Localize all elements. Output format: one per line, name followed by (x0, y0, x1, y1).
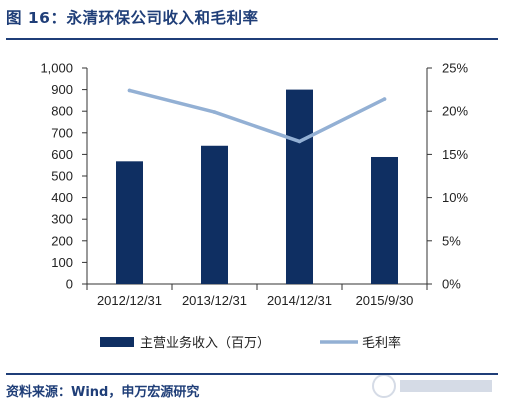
figure-title: 图 16：永清环保公司收入和毛利率 (6, 9, 259, 27)
y-left-tick-label: 400 (51, 190, 73, 205)
chart: 0 100 200 300 400 500 600 700 800 900 1,000 0% 5% 10%… (40, 61, 468, 352)
y-left-tick-label: 900 (51, 82, 73, 97)
y-left-tick-label: 1,000 (40, 61, 73, 76)
y-left-tick-label: 0 (66, 277, 73, 292)
y-right-tick-label: 25% (442, 61, 468, 76)
chart-legend: 主营业务收入（百万） 毛利率 (100, 335, 401, 351)
legend-label-bar: 主营业务收入（百万） (140, 335, 270, 351)
y-right-tick-label: 5% (442, 233, 461, 248)
y-left-tick-label: 300 (51, 212, 73, 227)
y-left-tick-label: 100 (51, 255, 73, 270)
y-left-tick-label: 700 (51, 125, 73, 140)
title-rule (6, 38, 498, 40)
x-tick-label: 2013/12/31 (182, 293, 247, 308)
bar (371, 156, 398, 284)
y-left-tick-label: 200 (51, 233, 73, 248)
bar (286, 89, 313, 284)
watermark-logo (370, 372, 500, 400)
series-line (127, 88, 387, 144)
chart-bars (116, 89, 398, 284)
x-tick-label: 2015/9/30 (356, 293, 414, 308)
source-note: 资料来源：Wind，申万宏源研究 (6, 385, 200, 400)
legend-swatch-bar (100, 337, 134, 347)
y-right-tick-label: 10% (442, 190, 468, 205)
x-tick-label: 2012/12/31 (97, 293, 162, 308)
line-point (297, 139, 302, 144)
source-rule (6, 373, 498, 375)
line-point (212, 110, 217, 114)
line-point (382, 97, 387, 101)
legend-label-line: 毛利率 (362, 335, 401, 351)
y-right-tick-label: 15% (442, 147, 468, 162)
x-tick-label: 2014/12/31 (267, 293, 332, 308)
line-point (127, 88, 132, 93)
y-right-tick-label: 0% (442, 277, 461, 292)
y-left-tick-label: 500 (51, 169, 73, 184)
bar (116, 161, 143, 284)
y-left-tick-label: 600 (51, 147, 73, 162)
y-right-tick-label: 20% (442, 104, 468, 119)
y-left-tick-label: 800 (51, 104, 73, 119)
chart-ticks: 0 100 200 300 400 500 600 700 800 900 1,000 0% 5% 10%… (40, 61, 468, 309)
bar (201, 145, 228, 284)
chart-line (127, 88, 387, 144)
